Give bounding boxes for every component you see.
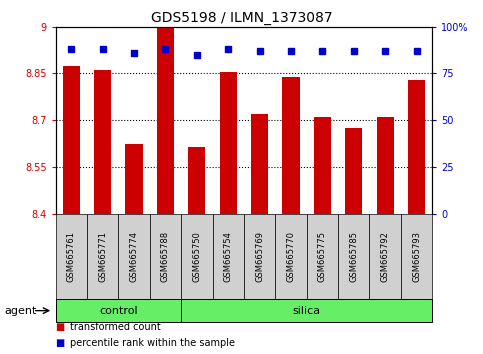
Text: GSM665774: GSM665774 [129,231,139,282]
Text: GSM665788: GSM665788 [161,231,170,282]
Text: GSM665770: GSM665770 [286,231,296,282]
Text: control: control [99,306,138,316]
Text: ■: ■ [56,322,65,332]
Text: GSM665792: GSM665792 [381,231,390,282]
Bar [408,80,425,214]
Text: GSM665775: GSM665775 [318,231,327,282]
Bar [314,117,331,214]
Text: ■: ■ [56,338,65,348]
Bar [251,114,268,214]
Text: GSM665754: GSM665754 [224,231,233,282]
Bar [157,27,174,214]
Text: GSM665793: GSM665793 [412,231,421,282]
Text: GSM665771: GSM665771 [98,231,107,282]
Text: silica: silica [293,306,321,316]
Bar [220,72,237,214]
Text: GSM665785: GSM665785 [349,231,358,282]
Bar [345,128,362,214]
Text: transformed count: transformed count [70,322,161,332]
Bar [126,144,142,214]
Text: agent: agent [5,306,37,316]
Bar [188,147,205,214]
Bar [94,70,111,214]
Bar [377,117,394,214]
Text: percentile rank within the sample: percentile rank within the sample [70,338,235,348]
Text: GSM665750: GSM665750 [192,231,201,282]
Text: GDS5198 / ILMN_1373087: GDS5198 / ILMN_1373087 [151,11,332,25]
Text: GSM665769: GSM665769 [255,231,264,282]
Bar [283,76,299,214]
Text: GSM665761: GSM665761 [67,231,76,282]
Bar [63,65,80,214]
